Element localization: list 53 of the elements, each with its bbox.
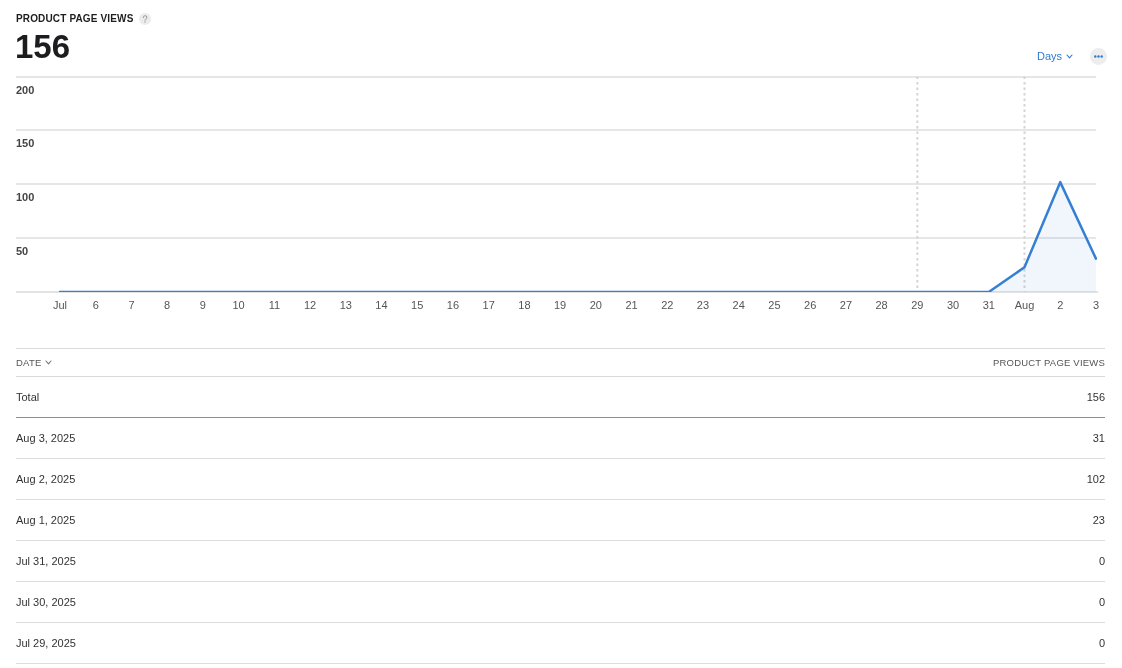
chart-title: PRODUCT PAGE VIEWS — [16, 12, 134, 26]
x-tick-label: 3 — [1092, 298, 1099, 311]
x-tick-label: 22 — [661, 298, 674, 311]
x-tick-label: 25 — [768, 298, 781, 311]
x-tick-label: 30 — [946, 298, 960, 311]
x-tick-label: 29 — [911, 298, 924, 311]
x-tick-label: 9 — [199, 298, 206, 311]
x-tick-label: 10 — [232, 298, 245, 311]
category-label: Jul 30, 2025 — [16, 596, 76, 608]
x-tick-label: 18 — [518, 298, 531, 311]
x-tick-label: 19 — [553, 298, 567, 311]
x-tick-label: 31 — [982, 298, 995, 311]
data-label: 31 — [1092, 432, 1105, 444]
x-tick-label: 15 — [411, 298, 424, 311]
x-tick-label: 26 — [804, 298, 817, 311]
x-tick-label: Aug — [1014, 298, 1035, 311]
x-tick-label: 2 — [1057, 298, 1064, 311]
y-tick-label: 100 — [16, 191, 35, 204]
x-tick-label: 16 — [446, 298, 460, 311]
x-tick-label: Jul — [52, 298, 68, 311]
data-label: 102 — [1086, 473, 1105, 485]
category-label: Jul 31, 2025 — [16, 555, 76, 567]
text: Days — [1037, 49, 1063, 63]
data-label: 0 — [1098, 596, 1105, 608]
category-label: Jul 29, 2025 — [16, 637, 76, 649]
y-tick-label: 150 — [16, 137, 35, 150]
data-label: 0 — [1098, 637, 1105, 649]
category-label: Total — [16, 391, 40, 403]
data-label: 156 — [1086, 391, 1105, 403]
x-tick-label: 27 — [839, 298, 853, 311]
chart-subtitle: 156 — [15, 28, 71, 66]
category-label: Aug 3, 2025 — [16, 432, 76, 444]
data-label: 23 — [1092, 514, 1105, 526]
category-label: Aug 1, 2025 — [16, 514, 76, 526]
x-tick-label: 21 — [625, 298, 638, 311]
y-tick-label: 50 — [16, 245, 29, 258]
text: PRODUCT PAGE VIEWS — [993, 357, 1105, 368]
data-label: 0 — [1098, 555, 1105, 567]
x-tick-label: 14 — [375, 298, 388, 311]
y-tick-label: 200 — [16, 83, 35, 96]
x-tick-label: 7 — [128, 298, 135, 311]
x-tick-label: 11 — [268, 298, 281, 311]
x-tick-label: 24 — [732, 298, 745, 311]
x-tick-label: 20 — [589, 298, 602, 311]
x-tick-label: 17 — [482, 298, 495, 311]
x-tick-label: 6 — [92, 298, 99, 311]
x-tick-label: 23 — [696, 298, 710, 311]
x-tick-label: 13 — [339, 298, 352, 311]
x-tick-label: 12 — [303, 298, 317, 311]
text: DATE — [16, 357, 42, 368]
category-label: Aug 2, 2025 — [16, 473, 76, 485]
x-tick-label: 8 — [164, 298, 171, 311]
x-tick-label: 28 — [875, 298, 888, 311]
